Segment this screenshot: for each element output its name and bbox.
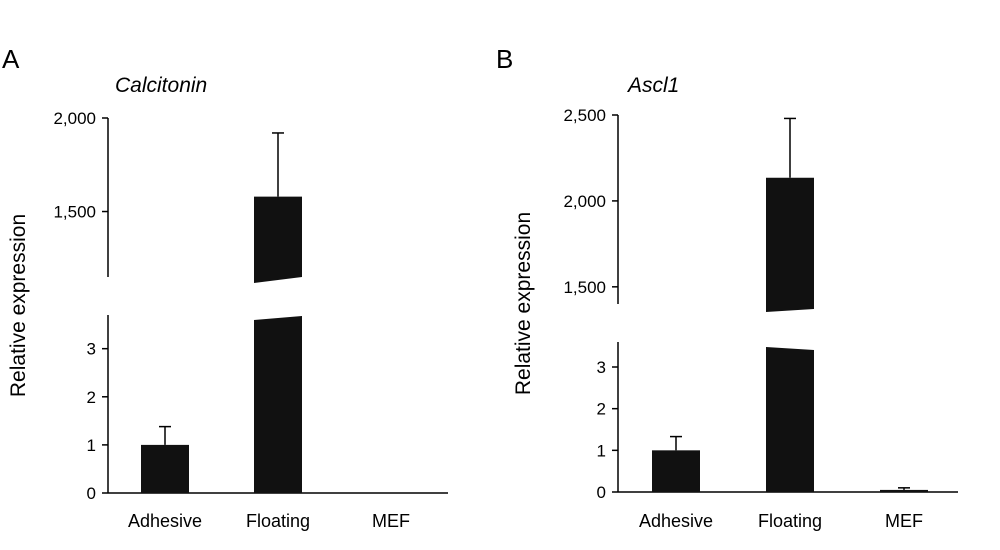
panel-letter: B: [496, 44, 513, 74]
y-tick-label: 1,500: [563, 278, 606, 297]
x-tick-label: MEF: [372, 511, 410, 531]
y-tick-label: 3: [597, 358, 606, 377]
y-tick-label: 1,500: [53, 203, 96, 222]
y-axis-label: Relative expression: [7, 214, 30, 397]
bar: [254, 316, 302, 493]
y-tick-label: 0: [597, 483, 606, 502]
x-tick-label: Floating: [758, 511, 822, 531]
y-tick-label: 2: [597, 400, 606, 419]
panel-letter: A: [2, 44, 20, 74]
y-tick-label: 2,500: [563, 106, 606, 125]
chart-panel-a: A Calcitonin Relative expression 0 1 2 3 1,500 2…: [2, 44, 448, 531]
x-tick-label: Adhesive: [639, 511, 713, 531]
y-tick-label: 2,000: [53, 109, 96, 128]
chart-title: Ascl1: [626, 74, 679, 97]
y-tick-label: 1: [87, 436, 96, 455]
y-tick-label: 0: [87, 484, 96, 503]
bar: [141, 444, 189, 493]
x-tick-label: MEF: [885, 511, 923, 531]
bar: [766, 177, 814, 312]
y-tick-label: 3: [87, 340, 96, 359]
bar: [766, 347, 814, 492]
y-tick-label: 1: [597, 441, 606, 460]
x-tick-label: Adhesive: [128, 511, 202, 531]
x-tick-label: Floating: [246, 511, 310, 531]
y-tick-label: 2,000: [563, 192, 606, 211]
chart-title: Calcitonin: [115, 74, 207, 97]
bar: [880, 489, 928, 492]
y-tick-label: 2: [87, 388, 96, 407]
bar: [254, 196, 302, 283]
bar: [652, 450, 700, 492]
y-axis-label: Relative expression: [512, 212, 535, 395]
chart-panel-b: B Ascl1 Relative expression 0 1 2 3 1,500 2,000 2…: [496, 44, 958, 531]
